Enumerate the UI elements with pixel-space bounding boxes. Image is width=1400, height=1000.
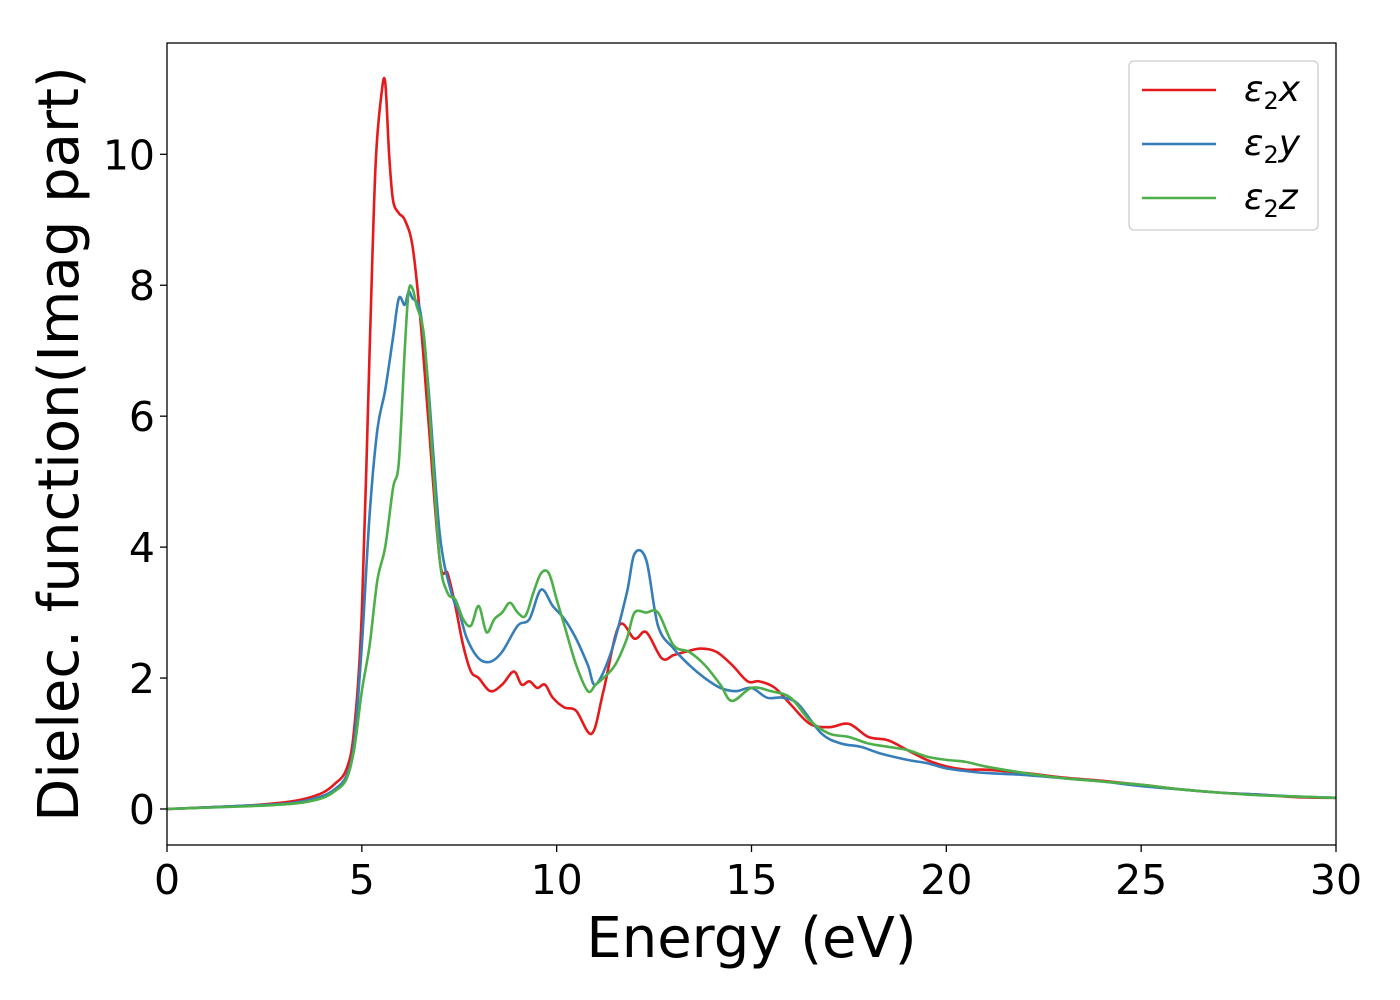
y-tick-label: 2 xyxy=(129,655,155,703)
x-tick-label: 0 xyxy=(154,856,180,904)
legend-box xyxy=(1128,60,1319,231)
x-tick-label: 5 xyxy=(349,856,375,904)
series-line-y xyxy=(166,290,1337,811)
y-tick-label: 6 xyxy=(129,393,155,441)
series-line-z xyxy=(166,284,1337,811)
legend-label-x: ε2x xyxy=(1244,69,1301,115)
y-tick-label: 10 xyxy=(103,131,155,179)
y-axis-label: Dielec. function(Imag part) xyxy=(27,66,92,822)
x-tick-label: 30 xyxy=(1310,856,1362,904)
y-tick-label: 0 xyxy=(129,786,155,834)
x-tick-label: 10 xyxy=(531,856,583,904)
y-tick-label: 8 xyxy=(129,262,155,310)
y-axis: 0 2 4 6 8 10 xyxy=(103,131,167,834)
y-tick-label: 4 xyxy=(129,524,155,572)
legend: ε2x ε2y ε2z xyxy=(1128,60,1319,231)
x-tick-label: 20 xyxy=(920,856,972,904)
series-layer xyxy=(166,76,1337,811)
x-tick-label: 25 xyxy=(1115,856,1167,904)
series-line-x xyxy=(166,76,1337,811)
x-tick-label: 15 xyxy=(725,856,777,904)
legend-label-z: ε2z xyxy=(1244,177,1299,223)
legend-label-y: ε2y xyxy=(1244,123,1301,169)
x-axis: 0 5 10 15 20 25 30 xyxy=(154,845,1362,904)
x-axis-label: Energy (eV) xyxy=(586,906,916,971)
